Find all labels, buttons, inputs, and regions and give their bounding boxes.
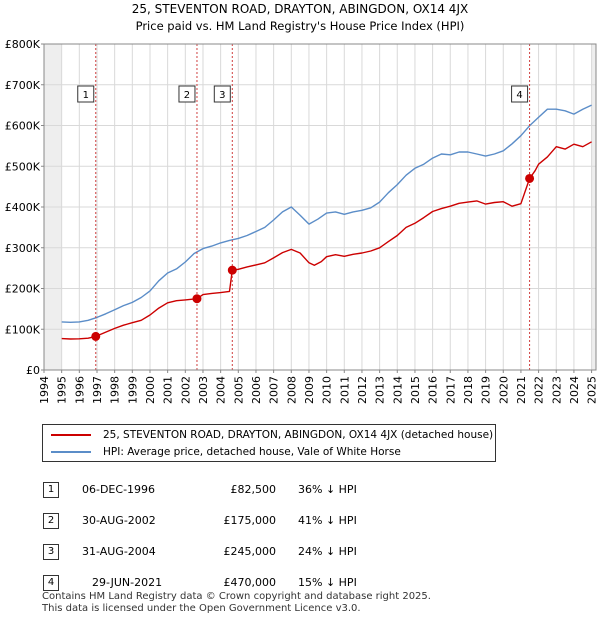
sales-table: 1 06-DEC-1996 £82,500 36% ↓ HPI 2 30-AUG… <box>42 474 357 598</box>
x-tick-label: 1994 <box>38 376 51 404</box>
sale-label-box <box>213 85 231 103</box>
table-row: 2 30-AUG-2002 £175,000 41% ↓ HPI <box>42 505 357 536</box>
x-tick-label: 2020 <box>497 376 510 404</box>
x-tick-label: 2012 <box>356 376 369 404</box>
x-tick-label: 2025 <box>586 376 599 404</box>
legend-item-hpi: HPI: Average price, detached house, Vale… <box>51 444 401 460</box>
y-tick-label: £500K <box>5 160 41 173</box>
series-line-property <box>61 141 592 340</box>
x-tick-label: 2018 <box>462 376 475 404</box>
sale-hpi-diff: 41% ↓ HPI <box>298 514 357 527</box>
y-tick-label: £100K <box>5 323 41 336</box>
x-tick-label: 2021 <box>515 376 528 404</box>
series-line-hpi <box>61 104 592 323</box>
x-tick-label: 2004 <box>215 376 228 404</box>
sale-marker <box>525 173 535 183</box>
x-tick-label: 2011 <box>338 376 351 404</box>
legend-swatch-property <box>51 434 91 436</box>
sale-label: 3 <box>219 90 225 101</box>
y-tick-label: £400K <box>5 201 41 214</box>
sale-hpi-diff: 24% ↓ HPI <box>298 545 357 558</box>
sale-price: £82,500 <box>230 483 277 496</box>
sale-hpi-diff: 36% ↓ HPI <box>298 483 357 496</box>
footer-line-1: Contains HM Land Registry data © Crown c… <box>42 591 431 602</box>
x-tick-label: 2005 <box>232 376 245 404</box>
sale-date: 06-DEC-1996 <box>82 483 156 496</box>
sale-hpi-diff: 15% ↓ HPI <box>298 576 357 589</box>
sale-price: £470,000 <box>223 576 277 589</box>
sale-date: 31-AUG-2004 <box>82 545 156 558</box>
x-tick-label: 2017 <box>444 376 457 404</box>
footer-line-2: This data is licensed under the Open Gov… <box>42 603 361 614</box>
legend-swatch-hpi <box>51 451 91 453</box>
sale-number-badge: 4 <box>43 574 59 591</box>
legend-label-hpi: HPI: Average price, detached house, Vale… <box>103 446 401 458</box>
sale-label: 1 <box>83 90 89 101</box>
x-tick-label: 1995 <box>56 376 69 404</box>
legend-item-property: 25, STEVENTON ROAD, DRAYTON, ABINGDON, O… <box>51 427 493 443</box>
y-tick-label: £800K <box>5 38 41 51</box>
x-tick-label: 2007 <box>268 376 281 404</box>
x-tick-label: 1999 <box>126 376 139 404</box>
y-tick-label: £300K <box>5 242 41 255</box>
x-tick-label: 2024 <box>568 376 581 404</box>
x-tick-label: 1998 <box>109 376 122 404</box>
sale-price: £245,000 <box>223 545 277 558</box>
chart-subtitle: Price paid vs. HM Land Registry's House … <box>136 19 465 33</box>
x-tick-label: 2014 <box>391 376 404 404</box>
sale-date: 29-JUN-2021 <box>92 576 163 589</box>
sale-number-badge: 3 <box>43 543 59 560</box>
footer-attribution: Contains HM Land Registry data © Crown c… <box>42 591 431 615</box>
sale-number-badge: 2 <box>43 512 59 529</box>
x-tick-label: 2001 <box>162 376 175 404</box>
x-tick-label: 2002 <box>179 376 192 404</box>
x-tick-label: 2019 <box>480 376 493 404</box>
table-row: 4 29-JUN-2021 £470,000 15% ↓ HPI <box>42 567 357 598</box>
x-tick-label: 2008 <box>285 376 298 404</box>
sale-marker <box>192 294 202 304</box>
x-tick-label: 2009 <box>303 376 316 404</box>
chart-title: 25, STEVENTON ROAD, DRAYTON, ABINGDON, O… <box>132 2 468 16</box>
x-tick-label: 2000 <box>144 376 157 404</box>
y-tick-label: £600K <box>5 120 41 133</box>
sale-marker <box>91 331 101 341</box>
sale-marker <box>227 265 237 275</box>
x-tick-label: 2015 <box>409 376 422 404</box>
x-tick-label: 2013 <box>374 376 387 404</box>
y-tick-label: £200K <box>5 283 41 296</box>
sale-label: 4 <box>516 90 522 101</box>
x-tick-label: 2010 <box>321 376 334 404</box>
sale-number-badge: 1 <box>43 481 59 498</box>
x-tick-label: 2003 <box>197 376 210 404</box>
sale-label-box <box>178 85 196 103</box>
x-tick-label: 2022 <box>533 376 546 404</box>
price-chart: 25, STEVENTON ROAD, DRAYTON, ABINGDON, O… <box>5 2 599 404</box>
sale-date: 30-AUG-2002 <box>82 514 156 527</box>
sale-price: £175,000 <box>223 514 277 527</box>
legend-label-property: 25, STEVENTON ROAD, DRAYTON, ABINGDON, O… <box>103 429 494 441</box>
sale-label-box <box>511 85 529 103</box>
x-tick-label: 1997 <box>91 376 104 404</box>
x-tick-label: 2016 <box>427 376 440 404</box>
sale-label: 2 <box>184 90 190 101</box>
sale-label-box <box>77 85 95 103</box>
x-tick-label: 2023 <box>550 376 563 404</box>
table-row: 3 31-AUG-2004 £245,000 24% ↓ HPI <box>42 536 357 567</box>
x-tick-label: 1996 <box>73 376 86 404</box>
y-tick-label: £700K <box>5 79 41 92</box>
chart-legend: 25, STEVENTON ROAD, DRAYTON, ABINGDON, O… <box>42 424 496 462</box>
table-row: 1 06-DEC-1996 £82,500 36% ↓ HPI <box>42 474 357 505</box>
x-tick-label: 2006 <box>250 376 263 404</box>
y-tick-label: £0 <box>26 364 40 377</box>
